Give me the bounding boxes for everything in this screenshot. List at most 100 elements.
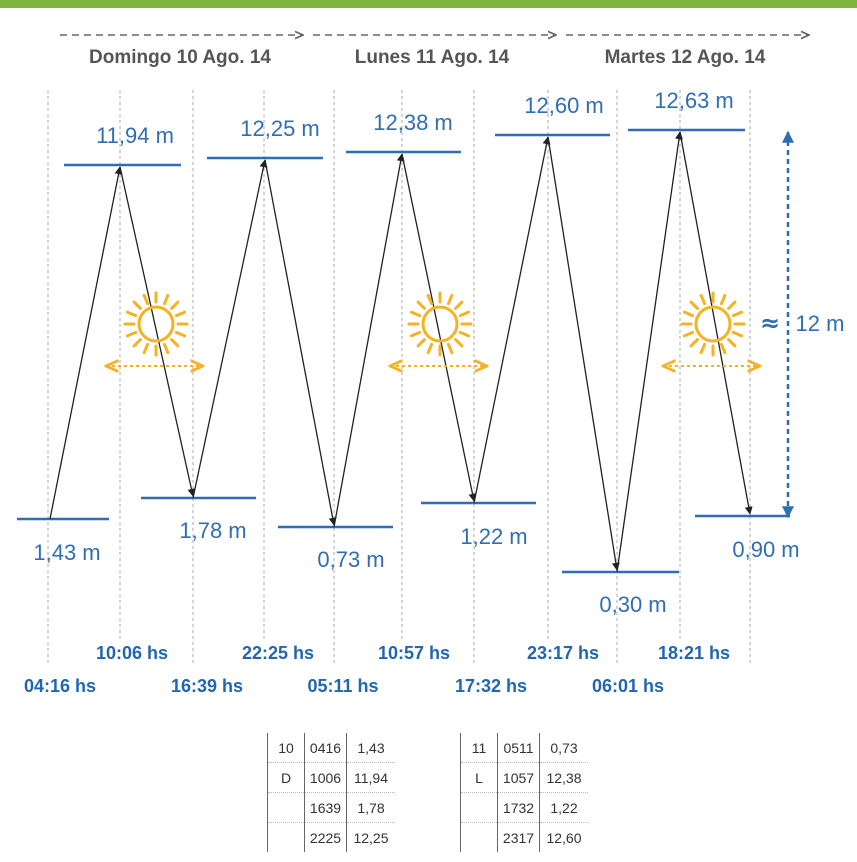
sun-ray [142,293,150,306]
height-label-4: 12,25 m [240,116,320,141]
time-label-8: 23:17 hs [527,643,599,663]
sun-ray [426,342,434,355]
sun-disc [421,305,459,343]
sun-ray [416,300,426,310]
sun-ray [731,330,744,338]
time-label-3: 16:39 hs [171,676,243,696]
sun-ray [682,310,695,318]
height-label-1: 1,43 m [33,540,100,565]
height-label-9: 0,30 m [599,592,666,617]
height-label-7: 1,22 m [460,524,527,549]
table-row: 11 0511 0,73 [460,733,588,763]
sun-ray [731,310,744,318]
height-label-5: 0,73 m [317,547,384,572]
sun-ray [446,293,454,306]
sun-ray [125,310,138,318]
table-cell: 1639 [304,792,347,823]
sun-ray [409,330,422,338]
table-cell: 12,25 [346,822,395,852]
sun-ray [699,342,707,355]
sun-ray [719,293,727,306]
table-row: 2225 12,25 [267,822,395,852]
table-cell: 1006 [304,762,347,793]
sun-disc [694,305,732,343]
sun-ray [162,293,170,306]
table-cell: 0,73 [539,733,588,763]
sun-ray [727,300,737,310]
table-row: 1732 1,22 [460,792,588,823]
accent-top-bar [0,0,857,8]
table-row: 1639 1,78 [267,792,395,823]
range-label: 12 m [796,311,845,336]
table-cell: 11 [460,733,498,763]
sun-ray [132,300,142,310]
sun-ray [699,293,707,306]
table-cell: 1,78 [346,792,395,823]
height-label-10: 12,63 m [654,88,734,113]
table-row: 10 0416 1,43 [267,733,395,763]
table-cell: 0416 [304,733,347,763]
time-label-5: 05:11 hs [307,676,378,696]
sun-ray [132,338,142,348]
sun-ray [416,338,426,348]
sun-ray [682,330,695,338]
table-cell: 11,94 [346,762,395,793]
day-label-martes: Martes 12 Ago. 14 [605,47,766,68]
table-cell: 12,38 [539,762,588,793]
table-cell: 1,22 [539,792,588,823]
time-label-7: 17:32 hs [455,676,527,696]
sun-ray [689,338,699,348]
time-guides [47,90,751,665]
time-label-10: 18:21 hs [658,643,730,663]
height-label-8: 12,60 m [524,93,604,118]
sun-icon [680,291,746,357]
day-label-lunes: Lunes 11 Ago. 14 [355,47,510,68]
table-cell: 0511 [497,733,540,763]
sun-ray [458,310,471,318]
height-label-2: 11,94 m [96,123,174,148]
approx-symbol: ≈ [760,309,780,337]
sun-ray [454,338,464,348]
table-cell [267,822,305,852]
tide-levels [17,128,790,574]
sun-ray [174,310,187,318]
tide-table-2: 11 0511 0,73 L 1057 12,38 1732 1,22 2317 12,60 [460,733,588,852]
table-row: D 1006 11,94 [267,762,395,793]
time-label-9: 06:01 hs [592,676,664,696]
table-row: 2317 12,60 [460,822,588,852]
table-cell: D [267,762,305,793]
sun-ray [170,338,180,348]
sun-disc [137,305,175,343]
table-cell: 1732 [497,792,540,823]
sun-ray [125,330,138,338]
tide-table-1: 10 0416 1,43 D 1006 11,94 1639 1,78 2225 12,25 [267,733,395,852]
time-label-2: 10:06 hs [96,643,168,663]
time-label-1: 04:16 hs [24,676,96,696]
sun-ray [174,330,187,338]
table-cell: 1,43 [346,733,395,763]
day-label-domingo: Domingo 10 Ago. 14 [89,47,271,68]
sun-ray [689,300,699,310]
sun-ray [719,342,727,355]
height-label-6: 12,38 m [373,110,453,135]
time-label-6: 10:57 hs [378,643,450,663]
table-cell: 1057 [497,762,540,793]
time-label-4: 22:25 hs [242,643,314,663]
sun-ray [409,310,422,318]
table-cell: 2225 [304,822,347,852]
table-row: L 1057 12,38 [460,762,588,793]
sun-ray [727,338,737,348]
sun-icon [407,291,473,357]
table-cell [460,822,498,852]
sun-ray [446,342,454,355]
sun-ray [162,342,170,355]
table-cell [267,792,305,823]
table-cell [460,792,498,823]
sun-icon [123,291,189,357]
table-cell: 2317 [497,822,540,852]
height-label-11: 0,90 m [732,537,799,562]
sun-ray [458,330,471,338]
table-cell: 10 [267,733,305,763]
table-cell: 12,60 [539,822,588,852]
